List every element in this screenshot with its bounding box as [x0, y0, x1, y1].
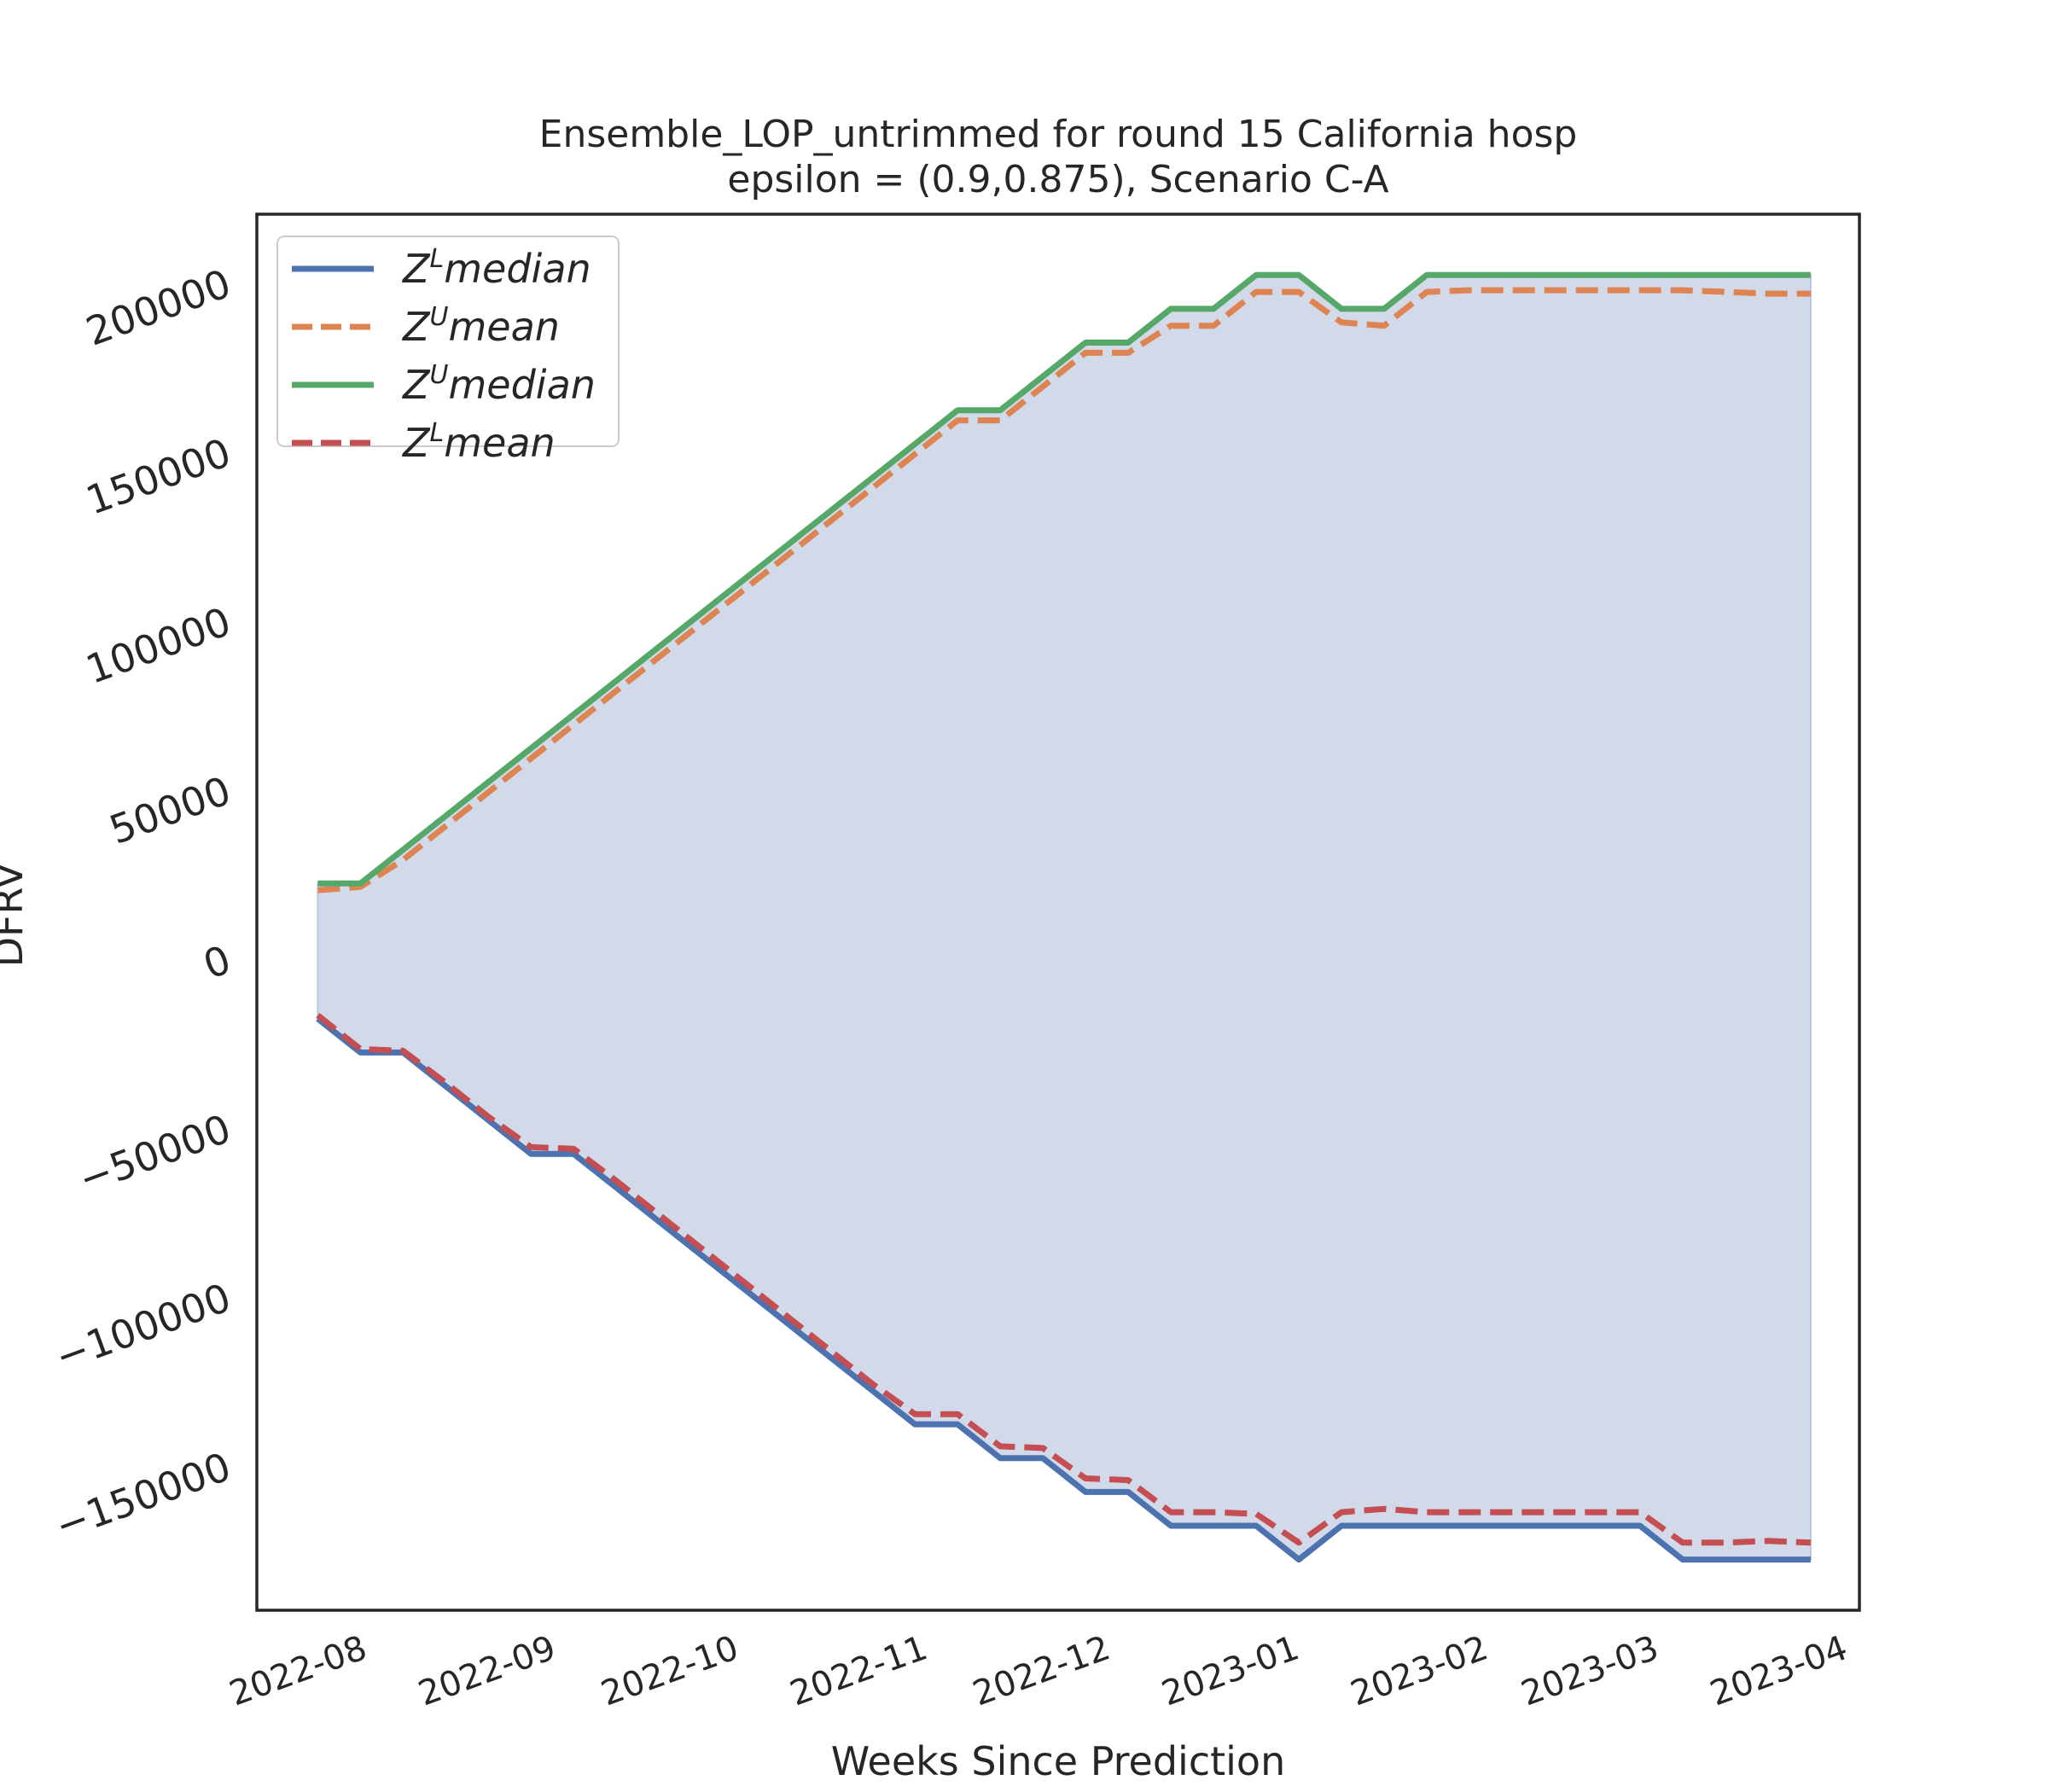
x-axis-label: Weeks Since Prediction	[831, 1738, 1285, 1784]
chart-title: Ensemble_LOP_untrimmed for round 15 Cali…	[539, 113, 1578, 156]
legend-label-0: ZLmedian	[401, 244, 591, 292]
series-line-1	[317, 287, 1811, 893]
y-tick-label: 50000	[103, 767, 236, 853]
x-tick-label: 2022-10	[596, 1628, 744, 1713]
chart-subtitle: epsilon = (0.9,0.875), Scenario C-A	[727, 158, 1388, 201]
y-tick-label: 200000	[80, 260, 236, 355]
series-lines	[316, 271, 1812, 1563]
y-axis: 200000 150000 100000 50000 0 −50000 −100000 −15…	[49, 260, 237, 1549]
legend-label-2: ZUmedian	[401, 360, 596, 408]
fill-band	[317, 274, 1812, 1561]
plot-frame	[255, 212, 1861, 1612]
series-line-3	[316, 1013, 1812, 1546]
x-tick-label: 2023-02	[1346, 1628, 1493, 1713]
y-tick-label: 100000	[80, 598, 236, 693]
x-tick-label: 2023-03	[1516, 1628, 1664, 1713]
series-line-0	[316, 1016, 1811, 1563]
x-tick-label: 2023-04	[1705, 1628, 1853, 1713]
y-tick-label: 0	[197, 936, 236, 988]
legend-label-3: ZLmean	[401, 418, 556, 466]
x-tick-label: 2022-09	[413, 1628, 561, 1713]
y-tick-label: −50000	[73, 1105, 236, 1202]
legend-label-1: ZUmean	[401, 302, 560, 350]
legend: ZLmedian ZUmean ZUmedian ZLmean	[276, 236, 620, 466]
y-tick-label: 150000	[80, 429, 236, 524]
x-axis: 2022-08 2022-09 2022-10 2022-11 2022-12 2023-…	[224, 1628, 1853, 1713]
x-tick-label: 2022-08	[224, 1628, 372, 1713]
plot-area	[316, 271, 1812, 1563]
x-tick-label: 2022-11	[785, 1628, 933, 1713]
legend-box	[276, 236, 620, 447]
y-axis-label: DFRV	[0, 862, 32, 967]
series-line-2	[317, 271, 1811, 887]
x-tick-label: 2023-01	[1157, 1628, 1305, 1713]
y-tick-label: −150000	[49, 1443, 237, 1549]
y-tick-label: −100000	[49, 1274, 237, 1380]
x-tick-label: 2022-12	[968, 1628, 1115, 1713]
